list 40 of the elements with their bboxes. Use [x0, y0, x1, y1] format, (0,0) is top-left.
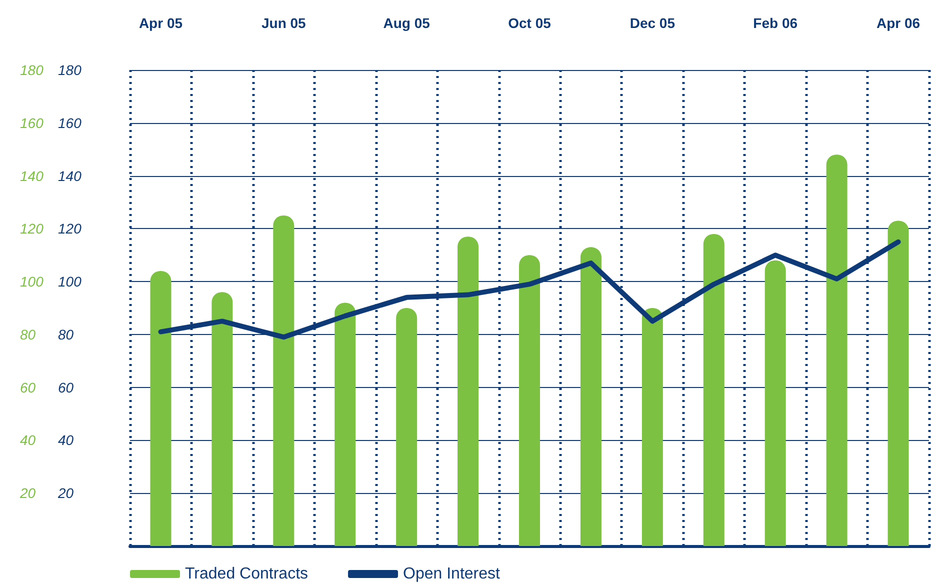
x-tick-label: Oct 05: [508, 15, 552, 31]
bar: [580, 247, 602, 546]
x-tick-label: Feb 06: [753, 15, 798, 31]
bar: [150, 270, 172, 546]
legend-label: Open Interest: [403, 566, 501, 582]
y-tick-label: 20: [19, 485, 36, 502]
y-tick-label: 100: [20, 274, 44, 290]
y-tick-label: 180: [20, 62, 44, 78]
legend-label: Traded Contracts: [185, 566, 308, 582]
bar: [273, 215, 294, 546]
bar: [764, 260, 786, 546]
bar: [334, 302, 356, 546]
y2-tick-label: 40: [58, 432, 74, 448]
y-tick-label: 40: [20, 432, 36, 448]
y2-tick-label: 160: [58, 114, 82, 131]
x-tick-label: Apr 06: [876, 15, 920, 31]
bar: [212, 292, 233, 546]
bar: [396, 308, 418, 546]
y-tick-label: 80: [20, 326, 36, 342]
bar: [826, 154, 848, 546]
y-tick-label: 60: [20, 379, 36, 396]
x-tick-label: Jun 05: [261, 15, 306, 31]
y-tick-label: 120: [20, 220, 44, 237]
y2-tick-label: 20: [57, 485, 74, 502]
x-tick-label: Aug 05: [383, 15, 430, 31]
y2-tick-label: 140: [58, 168, 82, 184]
bar: [519, 255, 540, 546]
bar: [703, 234, 724, 546]
y-tick-label: 140: [20, 168, 44, 184]
y2-tick-label: 120: [58, 220, 82, 237]
x-tick-label: Dec 05: [630, 15, 676, 31]
y-tick-label: 160: [20, 114, 44, 131]
bar: [888, 220, 909, 546]
y2-tick-label: 80: [58, 326, 74, 342]
x-tick-label: Apr 05: [138, 15, 183, 31]
y2-tick-label: 60: [58, 379, 74, 396]
bar: [458, 236, 479, 546]
bar: [642, 308, 663, 546]
y2-tick-label: 180: [58, 62, 82, 78]
y2-tick-label: 100: [58, 274, 82, 290]
